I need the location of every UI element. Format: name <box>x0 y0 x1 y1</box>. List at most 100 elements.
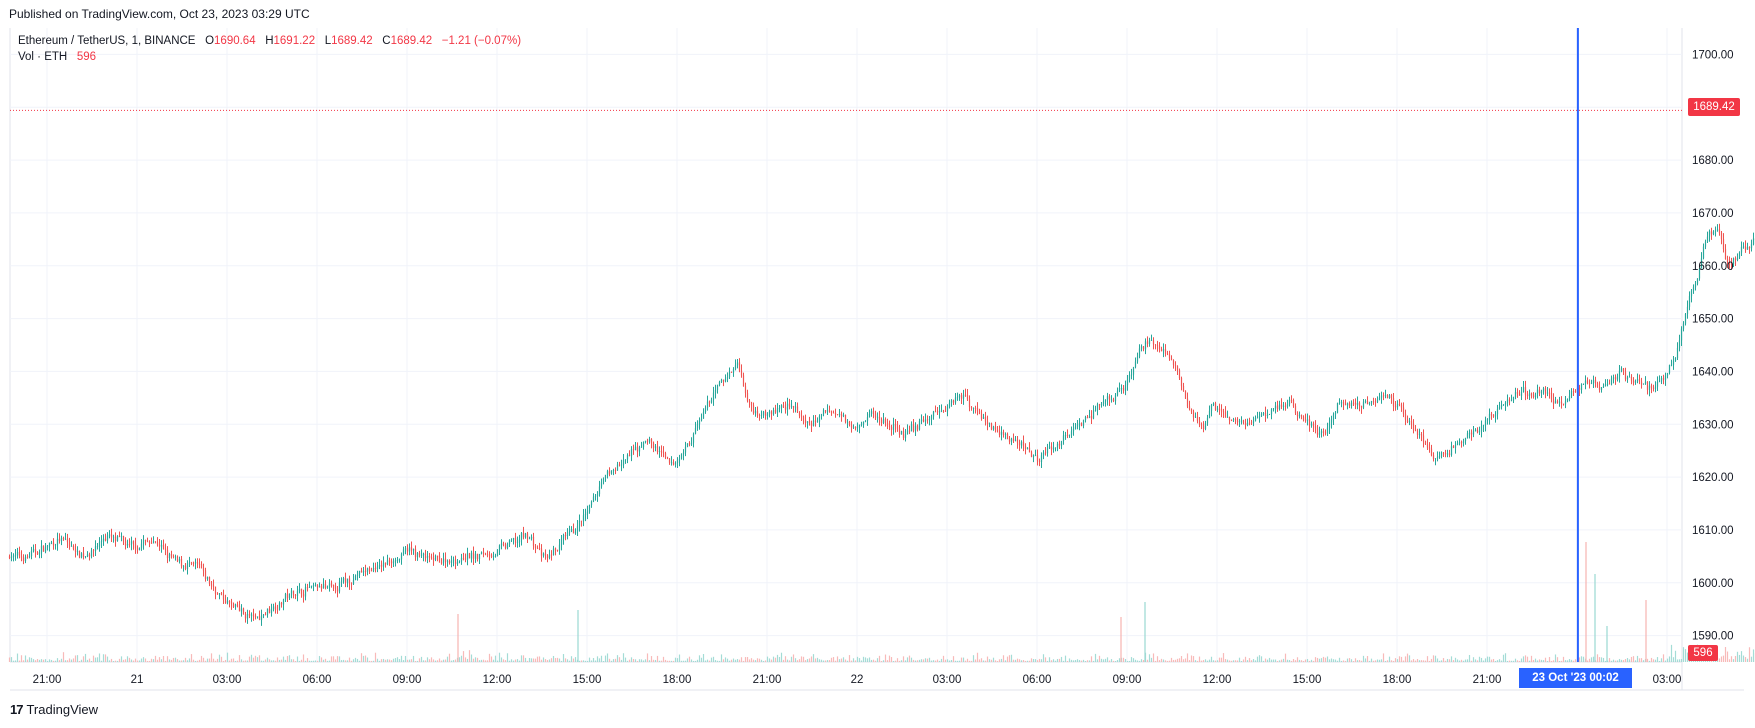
volume-bar <box>1118 658 1121 662</box>
candle-body <box>950 400 953 403</box>
candle-body <box>1740 247 1743 253</box>
volume-bar <box>82 656 85 662</box>
candle-body <box>1250 422 1253 424</box>
candle-body <box>584 513 587 516</box>
candle-body <box>44 547 47 552</box>
chart-grid <box>9 28 1744 691</box>
candle-body <box>1668 365 1671 374</box>
volume-bar <box>290 659 293 662</box>
candle-body <box>1254 418 1257 421</box>
volume-bar <box>36 659 39 662</box>
volume-bar <box>278 659 281 662</box>
volume-legend-label[interactable]: Vol · ETH <box>18 51 68 63</box>
volume-bar <box>1750 656 1753 662</box>
volume-bar <box>22 660 25 662</box>
candle-body <box>802 416 805 421</box>
volume-bar <box>222 660 225 662</box>
volume-bar <box>1512 660 1515 662</box>
candle-body <box>948 402 951 407</box>
volume-bar <box>568 660 571 662</box>
volume-bar <box>480 659 483 662</box>
volume-bar <box>140 658 143 662</box>
candle-body <box>470 552 473 559</box>
volume-bar <box>1068 658 1071 662</box>
candle-body <box>28 556 31 557</box>
candle-body <box>310 585 313 588</box>
candle-body <box>1730 263 1733 265</box>
tradingview-logo[interactable]: 17 TradingView <box>10 702 98 717</box>
candle-body <box>1538 389 1541 394</box>
volume-bar <box>1422 660 1425 662</box>
symbol-label[interactable]: Ethereum / TetherUS, 1, BINANCE <box>18 35 196 47</box>
candle-body <box>1146 341 1149 345</box>
volume-bar <box>122 659 125 662</box>
candle-body <box>1414 429 1417 431</box>
volume-bar <box>1154 660 1157 662</box>
close-value: 1689.42 <box>390 35 433 47</box>
volume-bar <box>818 659 821 662</box>
volume-bar <box>772 656 775 662</box>
volume-bar <box>928 657 931 662</box>
candle-body <box>386 560 389 565</box>
volume-bar <box>530 658 533 662</box>
candle-body <box>726 376 729 379</box>
candle-body <box>788 403 791 407</box>
candle-body <box>48 542 51 546</box>
candle-body <box>304 587 307 597</box>
volume-bar <box>1356 660 1359 662</box>
candle-body <box>360 570 363 573</box>
candle-body <box>160 544 163 547</box>
volume-bar <box>1490 659 1493 662</box>
candle-body <box>594 496 597 497</box>
candle-body <box>1058 443 1061 446</box>
volume-bar <box>426 657 429 662</box>
candle-body <box>154 541 157 543</box>
volume-bar <box>272 660 275 662</box>
volume-bar <box>774 657 777 662</box>
volume-bar <box>948 660 951 662</box>
candle-body <box>1662 378 1665 380</box>
candle-body <box>218 593 221 595</box>
candle-body <box>1226 416 1229 418</box>
candle-body <box>1222 411 1225 413</box>
ohlc-legend: Ethereum / TetherUS, 1, BINANCE O1690.64… <box>18 35 521 47</box>
candle-body <box>1340 402 1343 404</box>
volume-bar <box>1578 657 1581 662</box>
volume-bar <box>1556 657 1559 662</box>
candle-body <box>886 422 889 426</box>
candle-body <box>294 595 297 596</box>
candle-body <box>506 543 509 549</box>
candle-body <box>196 562 199 564</box>
volume-bar <box>172 657 175 662</box>
volume-bar <box>894 660 897 662</box>
candle-body <box>1172 359 1175 365</box>
candle-body <box>1360 405 1363 408</box>
candle-body <box>24 556 27 561</box>
candle-body <box>370 570 373 572</box>
candle-body <box>148 541 151 544</box>
candle-body <box>896 426 899 430</box>
candle-body <box>1476 429 1479 433</box>
candle-body <box>1042 452 1045 456</box>
volume-bar <box>898 660 901 662</box>
volume-bar <box>1008 655 1011 662</box>
candle-body <box>208 576 211 584</box>
candle-body <box>794 406 797 408</box>
volume-bar <box>380 659 383 662</box>
volume-bar <box>1436 658 1439 662</box>
volume-bar <box>930 660 933 662</box>
y-tick-label: 1630.00 <box>1692 419 1734 431</box>
volume-bar <box>508 660 511 662</box>
candle-body <box>634 446 637 450</box>
candle-body <box>1104 399 1107 402</box>
volume-bar <box>1562 656 1565 662</box>
volume-bar <box>1156 656 1159 662</box>
volume-bar <box>794 658 797 662</box>
volume-bar <box>1748 647 1751 662</box>
candle-body <box>34 549 37 553</box>
volume-bar <box>1218 657 1221 662</box>
candle-body <box>222 594 225 600</box>
volume-bar <box>808 658 811 662</box>
candle-body <box>1368 402 1371 405</box>
